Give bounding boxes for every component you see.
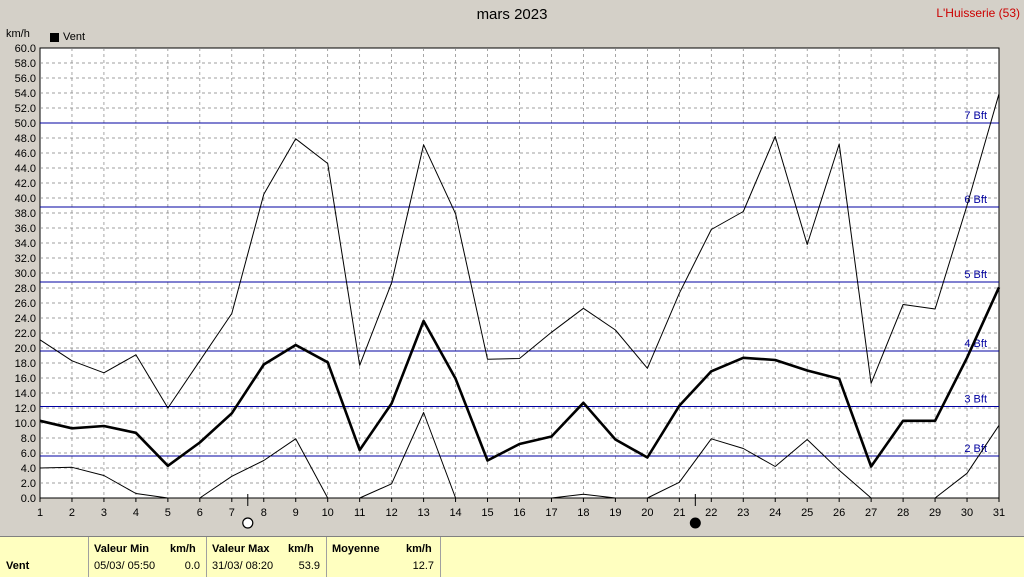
y-tick-label: 56.0 xyxy=(15,73,36,85)
x-tick-label: 3 xyxy=(101,507,107,519)
min-datetime: 05/03/ 05:50 xyxy=(94,560,155,572)
max-value: 53.9 xyxy=(299,560,320,572)
y-tick-label: 50.0 xyxy=(15,118,36,130)
y-tick-label: 26.0 xyxy=(15,298,36,310)
y-tick-label: 2.0 xyxy=(21,478,36,490)
y-tick-label: 6.0 xyxy=(21,448,36,460)
legend-swatch xyxy=(50,33,59,42)
y-tick-label: 36.0 xyxy=(15,223,36,235)
x-tick-label: 17 xyxy=(545,507,557,519)
y-tick-label: 30.0 xyxy=(15,268,36,280)
x-tick-label: 25 xyxy=(801,507,813,519)
y-tick-label: 12.0 xyxy=(15,403,36,415)
x-tick-label: 8 xyxy=(261,507,267,519)
x-tick-label: 16 xyxy=(513,507,525,519)
mean-header: Moyenne xyxy=(332,543,380,555)
footer-min-cell: Valeur Min km/h 05/03/ 05:50 0.0 xyxy=(88,537,207,577)
y-tick-label: 22.0 xyxy=(15,328,36,340)
x-tick-label: 31 xyxy=(993,507,1005,519)
x-tick-label: 27 xyxy=(865,507,877,519)
new-moon-icon xyxy=(690,518,700,528)
beaufort-label: 5 Bft xyxy=(964,269,987,281)
min-value: 0.0 xyxy=(185,560,200,572)
x-tick-label: 21 xyxy=(673,507,685,519)
station-name: L'Huisserie (53) xyxy=(936,6,1020,20)
max-unit: km/h xyxy=(288,543,314,555)
y-tick-label: 46.0 xyxy=(15,148,36,160)
y-axis-unit: km/h xyxy=(6,28,30,40)
x-tick-label: 13 xyxy=(417,507,429,519)
x-tick-label: 14 xyxy=(449,507,461,519)
mean-unit: km/h xyxy=(406,543,432,555)
footer-max-cell: Valeur Max km/h 31/03/ 08:20 53.9 xyxy=(206,537,327,577)
x-tick-label: 4 xyxy=(133,507,139,519)
y-tick-label: 34.0 xyxy=(15,238,36,250)
y-tick-label: 0.0 xyxy=(21,493,36,505)
x-tick-label: 29 xyxy=(929,507,941,519)
x-tick-label: 15 xyxy=(481,507,493,519)
min-unit: km/h xyxy=(170,543,196,555)
x-tick-label: 10 xyxy=(322,507,334,519)
full-moon-icon xyxy=(243,518,253,528)
y-tick-label: 52.0 xyxy=(15,103,36,115)
x-tick-label: 26 xyxy=(833,507,845,519)
x-tick-label: 2 xyxy=(69,507,75,519)
y-tick-label: 48.0 xyxy=(15,133,36,145)
chart: 0.0 2.0 4.0 6.0 8.0 10.0 12.0 14.0 16.0 18.0 20.0 2… xyxy=(0,0,1024,536)
y-tick-label: 18.0 xyxy=(15,358,36,370)
x-tick-label: 22 xyxy=(705,507,717,519)
x-tick-label: 23 xyxy=(737,507,749,519)
y-tick-label: 32.0 xyxy=(15,253,36,265)
x-tick-label: 1 xyxy=(37,507,43,519)
y-tick-label: 58.0 xyxy=(15,58,36,70)
x-tick-label: 5 xyxy=(165,507,171,519)
y-tick-label: 4.0 xyxy=(21,463,36,475)
x-tick-label: 7 xyxy=(229,507,235,519)
beaufort-label: 3 Bft xyxy=(964,394,987,406)
y-tick-label: 28.0 xyxy=(15,283,36,295)
y-tick-label: 60.0 xyxy=(15,43,36,55)
y-tick-label: 38.0 xyxy=(15,208,36,220)
max-header: Valeur Max xyxy=(212,543,269,555)
x-tick-label: 12 xyxy=(386,507,398,519)
y-tick-label: 20.0 xyxy=(15,343,36,355)
footer-label-cell: Vent xyxy=(0,537,89,577)
x-tick-label: 11 xyxy=(354,507,365,519)
max-datetime: 31/03/ 08:20 xyxy=(212,560,273,572)
footer-mean-cell: Moyenne km/h 12.7 xyxy=(326,537,441,577)
y-tick-label: 54.0 xyxy=(15,88,36,100)
x-tick-label: 6 xyxy=(197,507,203,519)
x-tick-label: 9 xyxy=(293,507,299,519)
y-tick-label: 40.0 xyxy=(15,193,36,205)
y-tick-label: 10.0 xyxy=(15,418,36,430)
beaufort-label: 7 Bft xyxy=(964,110,987,122)
x-tick-label: 19 xyxy=(609,507,621,519)
legend-label: Vent xyxy=(63,31,85,43)
y-tick-label: 16.0 xyxy=(15,373,36,385)
mean-value: 12.7 xyxy=(413,560,434,572)
x-tick-label: 20 xyxy=(641,507,653,519)
footer-row-label: Vent xyxy=(6,560,29,572)
y-tick-label: 8.0 xyxy=(21,433,36,445)
legend: Vent xyxy=(50,31,85,43)
x-tick-label: 24 xyxy=(769,507,781,519)
x-tick-label: 18 xyxy=(577,507,589,519)
stats-footer: Vent Valeur Min km/h 05/03/ 05:50 0.0 Va… xyxy=(0,536,1024,577)
chart-title: mars 2023 xyxy=(0,6,1024,23)
y-tick-label: 24.0 xyxy=(15,313,36,325)
min-header: Valeur Min xyxy=(94,543,149,555)
y-tick-label: 44.0 xyxy=(15,163,36,175)
y-tick-label: 14.0 xyxy=(15,388,36,400)
x-tick-label: 30 xyxy=(961,507,973,519)
y-tick-label: 42.0 xyxy=(15,178,36,190)
x-tick-label: 28 xyxy=(897,507,909,519)
